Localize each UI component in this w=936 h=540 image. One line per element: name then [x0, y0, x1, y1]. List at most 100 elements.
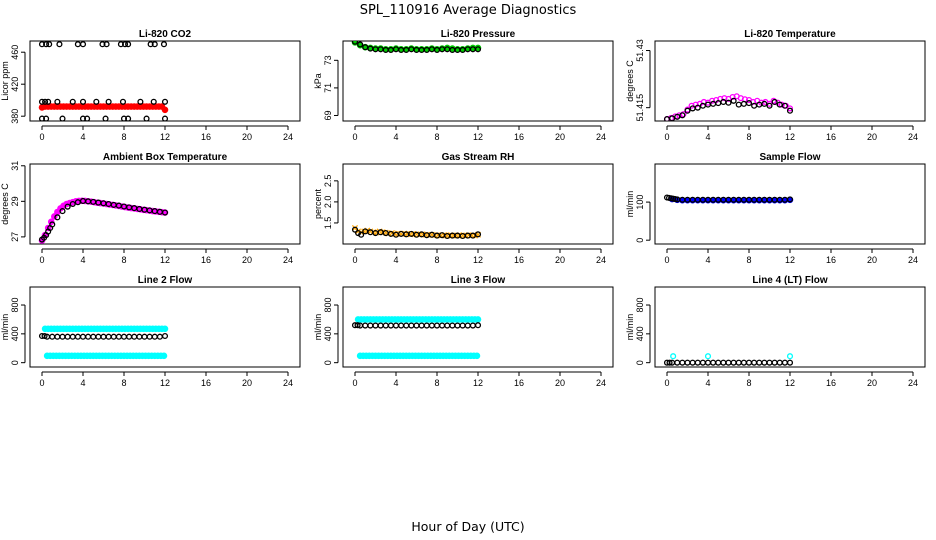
- data-point: [41, 332, 48, 340]
- y-tick-label: 380: [10, 109, 20, 124]
- data-point: [423, 322, 430, 329]
- plot-frame: [342, 286, 614, 368]
- x-tick-label: 4: [80, 255, 85, 265]
- x-tick-label: 8: [121, 378, 126, 388]
- data-point: [761, 100, 768, 107]
- y-axis: 69 71 73: [323, 55, 339, 120]
- data-point: [160, 41, 168, 48]
- x-tick-label: 4: [393, 255, 398, 265]
- x-tick-label: 16: [514, 378, 524, 388]
- x-tick-label: 0: [39, 132, 44, 142]
- data-point: [362, 44, 369, 51]
- y-tick-label: 800: [323, 298, 333, 313]
- data-point: [674, 113, 681, 120]
- data-point: [473, 352, 481, 360]
- y-tick-label: 0: [323, 360, 333, 365]
- x-tick-label: 12: [160, 255, 170, 265]
- y-axis-label: Licor ppm: [0, 61, 10, 101]
- x-tick-label: 4: [705, 132, 710, 142]
- data-point: [38, 98, 46, 105]
- x-tick-label: 0: [664, 378, 669, 388]
- y-axis-label: kPa: [313, 73, 323, 89]
- y-tick-label: 71: [323, 83, 333, 93]
- x-tick-label: 24: [908, 132, 918, 142]
- data-point: [354, 322, 361, 329]
- data-point: [679, 112, 686, 119]
- data-point: [56, 41, 63, 48]
- data-point: [684, 359, 691, 366]
- data-point: [398, 322, 405, 329]
- data-point: [38, 41, 46, 48]
- y-axis: 380 420 460: [10, 45, 26, 124]
- y-tick-label: 69: [323, 110, 333, 120]
- plot-frame: [654, 163, 926, 245]
- data-point: [115, 333, 122, 340]
- y-tick-label: 100: [635, 195, 645, 210]
- data-point: [720, 359, 727, 366]
- data-points: [351, 316, 482, 360]
- x-axis: 0 4 8 12 16 20 24: [352, 248, 606, 265]
- data-point: [771, 359, 778, 366]
- data-point: [151, 333, 158, 340]
- data-point: [69, 333, 76, 340]
- data-point: [761, 359, 768, 366]
- data-point: [776, 359, 783, 366]
- data-point: [74, 41, 81, 48]
- x-axis: 0 4 8 12 16 20 24: [39, 248, 293, 265]
- data-point: [146, 333, 153, 340]
- y-axis-label: degrees C: [0, 183, 10, 225]
- data-point: [110, 333, 117, 340]
- data-point: [161, 325, 169, 333]
- data-point: [459, 322, 466, 329]
- data-point: [474, 316, 482, 323]
- y-tick-label: 0: [635, 238, 645, 243]
- y-tick-label: 400: [323, 326, 333, 341]
- x-tick-label: 16: [201, 132, 211, 142]
- x-tick-label: 20: [867, 132, 877, 142]
- panel-title: Li-820 Pressure: [441, 29, 516, 40]
- x-tick-label: 12: [473, 255, 483, 265]
- data-point: [120, 333, 128, 340]
- data-point: [674, 359, 681, 366]
- data-point: [117, 41, 124, 48]
- data-point: [49, 221, 56, 228]
- data-points: [351, 41, 482, 54]
- data-point: [454, 322, 461, 329]
- x-tick-label: 8: [434, 255, 439, 265]
- x-tick-label: 20: [555, 378, 565, 388]
- y-axis-label: ml/min: [625, 191, 635, 218]
- data-point: [54, 333, 61, 340]
- x-tick-label: 16: [826, 132, 836, 142]
- x-axis: 0 4 8 12 16 20 24: [352, 125, 606, 142]
- data-point: [102, 115, 109, 121]
- panel-3: Li-820 Temperature 0 4 8 12 16 20 24 51.415 51.43…: [625, 29, 926, 142]
- data-point: [740, 359, 747, 366]
- data-point: [54, 214, 61, 221]
- data-point: [74, 333, 81, 340]
- x-tick-label: 24: [283, 255, 293, 265]
- plot-frame: [29, 163, 301, 245]
- series-3: [351, 322, 482, 329]
- data-point: [786, 353, 794, 360]
- data-point: [362, 322, 369, 329]
- y-tick-label: 27: [10, 232, 20, 242]
- data-points: [663, 194, 794, 204]
- x-tick-label: 4: [393, 378, 398, 388]
- data-point: [99, 41, 106, 48]
- data-point: [100, 333, 107, 340]
- x-axis: 0 4 8 12 16 20 24: [39, 125, 293, 142]
- x-tick-label: 8: [746, 255, 751, 265]
- data-point: [131, 333, 138, 340]
- panel-title: Gas Stream RH: [442, 152, 515, 163]
- y-tick-label: 51.43: [635, 39, 645, 62]
- series-3: [38, 332, 169, 340]
- data-point: [79, 333, 87, 340]
- data-point: [433, 322, 441, 329]
- data-point: [403, 322, 410, 329]
- data-point: [59, 333, 66, 340]
